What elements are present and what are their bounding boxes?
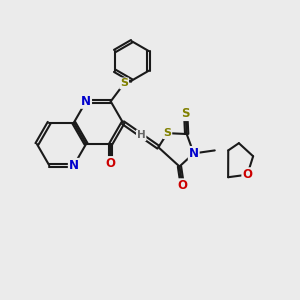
Text: O: O [242, 168, 252, 181]
Text: O: O [177, 179, 188, 192]
Text: N: N [69, 159, 79, 172]
Text: N: N [189, 147, 199, 160]
Text: S: S [164, 128, 171, 138]
Text: N: N [81, 95, 91, 108]
Text: H: H [137, 130, 146, 140]
Text: S: S [182, 107, 190, 120]
Text: S: S [120, 78, 128, 88]
Text: O: O [106, 157, 116, 170]
